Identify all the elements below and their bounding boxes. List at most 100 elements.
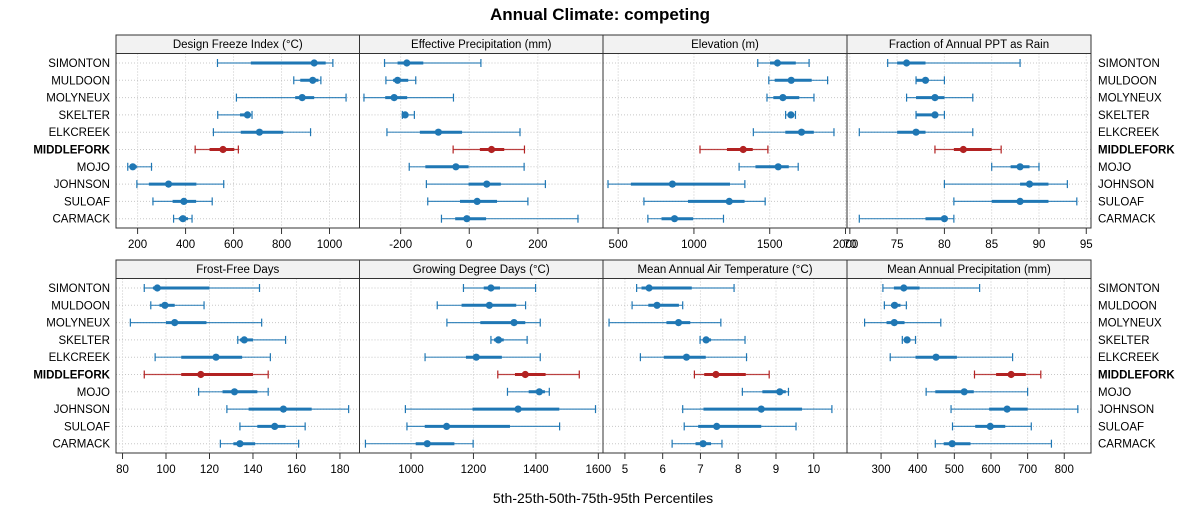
median-point — [891, 301, 899, 309]
percentile-mark-simonton — [216, 59, 334, 67]
percentile-mark-suloaf — [951, 422, 1032, 431]
site-label-right: SKELTER — [1098, 110, 1150, 122]
median-point — [485, 301, 493, 309]
median-point — [434, 128, 442, 136]
panel-title: Elevation (m) — [691, 39, 759, 51]
percentile-mark-johnson — [425, 180, 546, 189]
percentile-mark-skelter — [490, 335, 528, 344]
x-tick-label: 500 — [945, 464, 964, 476]
median-point — [668, 180, 677, 188]
site-label-right: MOLYNEUX — [1098, 318, 1162, 330]
percentile-mark-carmack — [858, 214, 955, 223]
x-tick-label: 1400 — [523, 464, 549, 476]
median-point — [271, 422, 279, 430]
row-labels-group: SIMONTON SIMONTON MULDOON MULDOON MOLYNEUX MO… — [33, 58, 1175, 451]
median-point — [393, 76, 402, 84]
percentile-mark-middlefork — [973, 370, 1042, 379]
median-point — [645, 284, 653, 292]
percentile-mark-skelter — [401, 110, 415, 119]
percentile-mark-muldoon — [150, 301, 205, 310]
median-point — [931, 111, 939, 119]
percentile-mark-johnson — [136, 180, 225, 189]
x-tick-label: 9 — [773, 464, 779, 476]
median-point — [463, 215, 471, 223]
percentile-mark-muldoon — [631, 301, 684, 310]
median-point — [890, 319, 898, 327]
site-label-right: MULDOON — [1098, 300, 1157, 312]
percentile-mark-middlefork — [452, 145, 526, 154]
median-point — [774, 163, 782, 171]
median-point — [197, 370, 205, 379]
percentile-mark-muldoon — [768, 76, 829, 85]
percentile-mark-johnson — [943, 180, 1068, 189]
median-point — [797, 128, 806, 136]
x-tick-label: 1600 — [586, 464, 612, 476]
median-point — [487, 145, 496, 154]
median-point — [153, 284, 161, 292]
median-point — [164, 180, 173, 188]
median-point — [298, 94, 306, 102]
site-label-left: SIMONTON — [48, 283, 110, 295]
median-point — [219, 145, 227, 154]
site-label-left: MOJO — [77, 162, 110, 174]
x-tick-label: 7 — [697, 464, 703, 476]
panel-frame — [846, 53, 1092, 229]
percentile-mark-simonton — [383, 59, 482, 67]
percentile-mark-molyneux — [905, 93, 974, 102]
percentile-mark-mojo — [738, 162, 799, 171]
median-point — [739, 145, 747, 154]
percentile-mark-suloaf — [427, 197, 529, 206]
site-label-right: MIDDLEFORK — [1098, 370, 1175, 382]
median-point — [279, 405, 288, 413]
x-tick-label: 400 — [908, 464, 927, 476]
x-tick-label: 140 — [243, 464, 262, 476]
percentile-mark-muldoon — [883, 301, 907, 310]
median-point — [912, 128, 920, 136]
percentile-mark-simonton — [636, 284, 735, 292]
median-point — [179, 215, 187, 223]
percentile-mark-skelter — [217, 110, 253, 119]
median-point — [494, 336, 503, 344]
site-label-left: CARMACK — [52, 439, 110, 451]
percentile-mark-muldoon — [915, 76, 946, 85]
median-point — [442, 422, 451, 430]
percentile-mark-johnson — [404, 405, 597, 414]
median-point — [230, 388, 239, 396]
median-point — [521, 370, 529, 379]
percentile-mark-carmack — [440, 214, 579, 223]
median-point — [948, 440, 956, 448]
median-point — [1016, 197, 1024, 205]
site-label-right: SULOAF — [1098, 421, 1144, 433]
percentile-mark-middlefork — [194, 145, 239, 154]
median-point — [712, 370, 720, 379]
percentile-mark-johnson — [950, 405, 1079, 414]
percentile-mark-johnson — [226, 405, 350, 414]
median-point — [236, 440, 244, 448]
x-tick-label: 1000 — [398, 464, 424, 476]
site-label-right: MULDOON — [1098, 75, 1157, 87]
percentile-mark-middlefork — [693, 370, 770, 379]
panel: Mean Annual Air Temperature (°C) 5 6 7 8 9 10 — [602, 259, 848, 476]
x-tick-label: 0 — [466, 239, 472, 251]
x-tick-label: 600 — [981, 464, 1000, 476]
x-tick-label: 6 — [659, 464, 665, 476]
panels-group: Design Freeze Index (°C)200 400 600 800 1000… — [115, 34, 1093, 476]
percentile-mark-mojo — [198, 387, 269, 396]
percentile-mark-simonton — [757, 59, 810, 67]
x-tick-label: 95 — [1080, 239, 1093, 251]
panel-title: Mean Annual Air Temperature (°C) — [637, 264, 812, 276]
percentile-mark-mojo — [991, 162, 1040, 171]
percentile-mark-muldoon — [436, 301, 527, 310]
percentile-mark-johnson — [607, 180, 746, 189]
site-label-right: CARMACK — [1098, 214, 1156, 226]
median-point — [713, 422, 721, 430]
median-point — [171, 319, 179, 327]
median-point — [932, 353, 940, 361]
percentile-mark-suloaf — [406, 422, 561, 431]
x-tick-label: 5 — [622, 464, 628, 476]
site-label-right: CARMACK — [1098, 439, 1156, 451]
median-point — [240, 336, 248, 344]
site-label-right: ELKCREEK — [1098, 127, 1160, 139]
x-tick-label: 200 — [128, 239, 147, 251]
median-point — [390, 94, 398, 102]
